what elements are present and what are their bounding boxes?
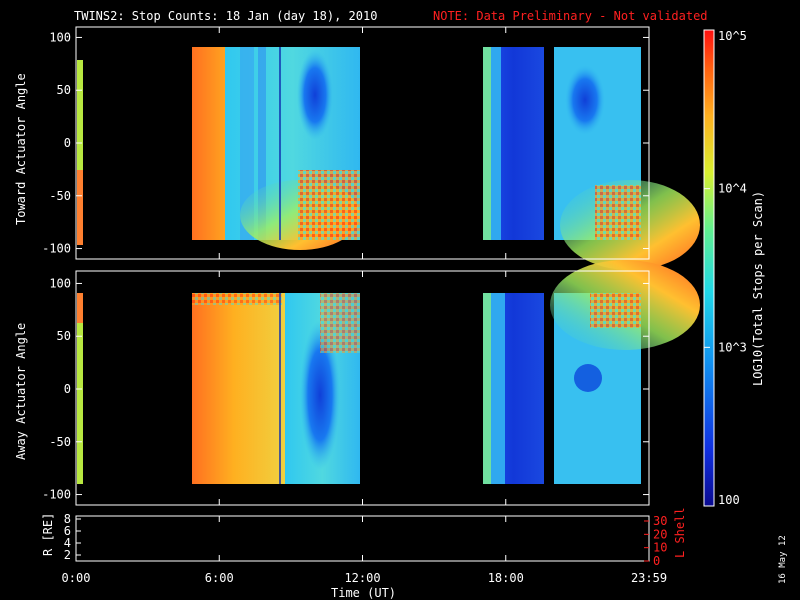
colorbar-tick-label: 10^5 (718, 29, 747, 43)
r-tick-label: 2 (64, 548, 71, 562)
bottom-y-tick-label: 100 (49, 276, 71, 290)
colorbar-tick-label: 100 (718, 493, 740, 507)
heatmap-away (77, 260, 700, 484)
top-y-tick-label: 100 (49, 30, 71, 44)
l-tick-label: 10 (653, 541, 667, 555)
orbit-plot-frame (75, 515, 650, 562)
colorbar-label: LOG10(Total Stops per Scan) (751, 191, 765, 386)
top-ylabel: Toward Actuator Angle (14, 73, 28, 225)
bottom-ylabel: Away Actuator Angle (14, 323, 28, 460)
top-y-tick-label: 0 (64, 136, 71, 150)
top-y-tick-label: 50 (57, 83, 71, 97)
colorbar-tick-label: 10^4 (718, 182, 747, 196)
r-tick-label: 8 (64, 512, 71, 526)
bottom-y-tick-label: -100 (42, 488, 71, 502)
orbit-right-label: L Shell (673, 507, 687, 558)
orbit-left-label: R [RE] (41, 513, 55, 556)
x-tick-label: 18:00 (488, 571, 524, 585)
colorbar (704, 30, 714, 506)
top-y-tick-label: -50 (49, 189, 71, 203)
r-tick-label: 6 (64, 524, 71, 538)
r-tick-label: 4 (64, 536, 71, 550)
l-tick-label: 20 (653, 527, 667, 541)
chart-title: TWINS2: Stop Counts: 18 Jan (day 18), 20… (74, 9, 377, 23)
x-tick-label: 0:00 (62, 571, 91, 585)
l-tick-label: 0 (653, 554, 660, 568)
date-stamp: 16 May 12 (778, 535, 788, 584)
top-y-tick-label: -100 (42, 242, 71, 256)
segment-early-toward (77, 60, 83, 245)
colorbar-tick-label: 10^3 (718, 340, 747, 354)
preliminary-note: NOTE: Data Preliminary - Not validated (433, 9, 708, 23)
heatmap-toward (77, 47, 700, 270)
x-tick-label: 6:00 (205, 571, 234, 585)
x-tick-label: 12:00 (344, 571, 380, 585)
xlabel: Time (UT) (331, 586, 396, 600)
bottom-y-tick-label: -50 (49, 435, 71, 449)
bottom-y-tick-label: 0 (64, 382, 71, 396)
x-tick-label: 23:59 (631, 571, 667, 585)
l-tick-label: 30 (653, 514, 667, 528)
segment-early-away (77, 300, 83, 484)
bottom-y-tick-label: 50 (57, 329, 71, 343)
